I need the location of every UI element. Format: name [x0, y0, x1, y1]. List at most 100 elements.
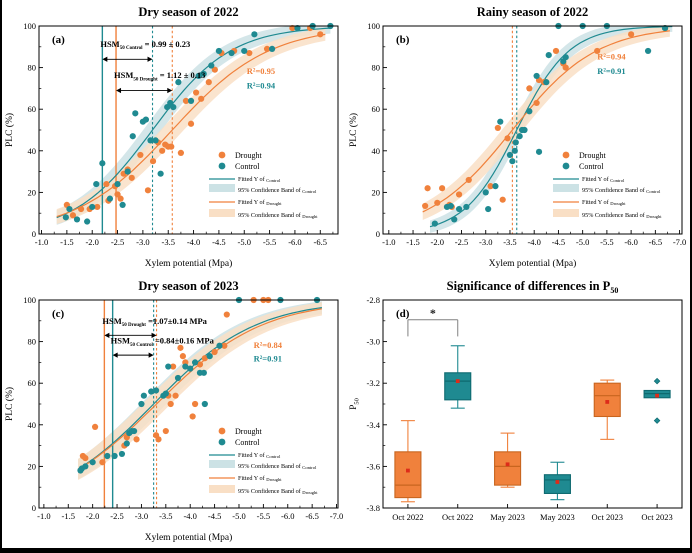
scatter-point-control: [562, 54, 569, 61]
scatter-point-control: [485, 205, 492, 213]
y-tick-label: 60: [28, 378, 37, 388]
scatter-point-control: [142, 116, 150, 123]
scatter-point-control: [66, 205, 73, 213]
scatter-point-control: [104, 452, 111, 460]
scatter-point-drought: [144, 187, 152, 194]
y-axis-label: PLC (%): [4, 113, 15, 147]
scatter-point-drought: [133, 436, 140, 443]
scatter-point-control: [175, 79, 182, 86]
legend-label: Fitted Y of Drought: [238, 199, 282, 206]
y-tick-label: 40: [372, 146, 381, 156]
scatter-point-drought: [221, 342, 228, 349]
box-drought: [593, 382, 621, 418]
scatter-point-drought: [172, 392, 179, 399]
legend-marker-drought: [218, 427, 226, 435]
scatter-point-control: [200, 70, 207, 77]
scatter-point-control: [644, 47, 652, 55]
legend-band-swatch: [209, 485, 235, 493]
x-tick-label: -2.0: [85, 237, 98, 247]
scatter-point-control: [451, 216, 458, 223]
scatter-point-control: [131, 427, 138, 435]
y-tick-label: 80: [372, 63, 381, 73]
scatter-point-drought: [263, 45, 271, 52]
panel-title: Rainy season of 2022: [477, 5, 588, 19]
category-label: May 2023: [490, 512, 525, 522]
scatter-point-drought: [69, 212, 77, 219]
y-tick-label: 100: [367, 21, 380, 31]
scatter-point-control: [191, 359, 199, 366]
x-tick-label: -5.0: [238, 237, 251, 247]
box-control: [543, 474, 571, 494]
scatter-point-control: [463, 203, 470, 211]
x-tick-label: -2.5: [455, 237, 468, 247]
x-tick-label: -6.0: [281, 511, 294, 521]
scatter-point-control: [294, 24, 301, 32]
legend-label: 95% Confidence Band of Drought: [582, 212, 662, 219]
scatter-point-drought: [128, 174, 135, 181]
chart-rainy-season-2022: R²=0.94 R²=0.91 Drought Control Fitted Y of …: [348, 5, 686, 269]
fit-line-control: [77, 307, 322, 470]
confidence-band-control: [430, 26, 673, 233]
fit-line-drought: [422, 30, 670, 213]
box-control: [444, 372, 472, 401]
y-tick-label: -3.2: [367, 378, 380, 388]
category-label: Oct 2023: [641, 512, 672, 522]
scatter-point-control: [455, 205, 463, 213]
scatter-point-drought: [159, 147, 166, 154]
r-squared-label: R²=0.94: [247, 80, 276, 90]
scatter-point-drought: [94, 203, 101, 211]
legend-marker-control: [562, 162, 570, 170]
scatter-point-drought: [191, 400, 199, 408]
scatter-point-drought: [504, 135, 511, 142]
scatter-point-control: [447, 202, 454, 210]
scatter-point-control: [511, 147, 518, 154]
scatter-point-control: [497, 118, 504, 125]
scatter-point-drought: [196, 361, 204, 368]
y-tick-label: 20: [372, 187, 381, 197]
legend-label: 95% Confidence Band of Drought: [238, 212, 318, 219]
outlier-marker: [653, 417, 661, 424]
x-tick-label: -2.0: [431, 237, 444, 247]
scatter-point-drought: [149, 158, 157, 165]
scatter-point-control: [124, 168, 131, 175]
legend-label: Control: [235, 438, 260, 447]
scatter-point-drought: [211, 66, 218, 73]
plot-frame: [38, 25, 339, 235]
scatter-point-drought: [526, 85, 533, 92]
legend-label: Fitted Y of Drought: [238, 475, 282, 482]
scatter-point-control: [174, 374, 182, 382]
scatter-point-control: [89, 203, 96, 211]
scatter-point-drought: [168, 143, 175, 150]
mean-marker: [505, 462, 510, 467]
x-axis-label: Xylem potential (Mpa): [145, 532, 233, 543]
legend-marker-control: [218, 438, 226, 446]
scatter-point-drought: [193, 89, 200, 96]
x-tick-label: -6.5: [305, 511, 318, 521]
x-tick-label: -1.5: [62, 511, 75, 521]
legend-label: Control: [579, 162, 604, 171]
y-axis-label: PLC (%): [348, 113, 359, 147]
scatter-point-control: [431, 220, 438, 227]
scatter-point-control: [82, 463, 89, 470]
x-tick-label: -1.5: [406, 237, 419, 247]
panel-tag: (a): [52, 34, 65, 46]
x-tick-label: -6.5: [314, 237, 327, 247]
y-tick-label: 60: [28, 104, 37, 114]
scatter-point-control: [132, 110, 139, 117]
scatter-point-drought: [91, 423, 99, 430]
scatter-point-control: [73, 216, 81, 223]
scatter-point-control: [533, 72, 540, 80]
scatter-point-control: [152, 387, 160, 394]
fit-line-control: [56, 27, 331, 219]
outlier-marker: [653, 377, 661, 385]
plot-frame: [38, 299, 339, 509]
scatter-point-control: [84, 218, 91, 225]
x-tick-label: -1.0: [37, 511, 50, 521]
scatter-point-drought: [594, 47, 601, 55]
legend-label: Fitted Y of Control: [582, 176, 625, 183]
hsm-arrowhead-right: [151, 332, 157, 338]
panel-tag: (b): [396, 34, 410, 46]
x-tick-label: -3.0: [135, 511, 148, 521]
panel-tag: (c): [52, 308, 65, 320]
scatter-point-control: [162, 390, 169, 397]
